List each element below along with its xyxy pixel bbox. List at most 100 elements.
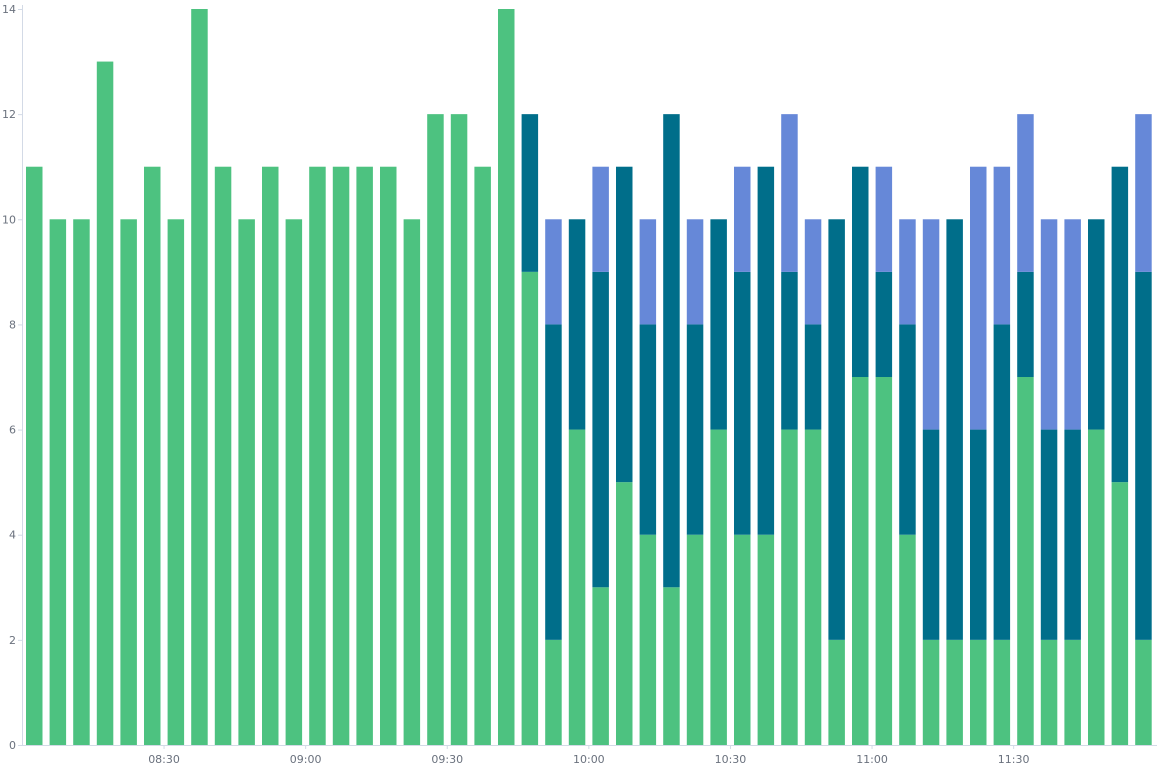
bar-segment-series-1[interactable]: [191, 9, 208, 745]
bar-segment-series-3[interactable]: [686, 219, 704, 325]
bar-segment-series-3[interactable]: [592, 166, 609, 272]
bar-segment-series-2[interactable]: [993, 324, 1011, 640]
bar-segment-series-1[interactable]: [899, 534, 916, 745]
bar-segment-series-2[interactable]: [781, 271, 798, 430]
bar-segment-series-3[interactable]: [1135, 114, 1152, 272]
bar-segment-series-1[interactable]: [450, 114, 468, 745]
bar-segment-series-2[interactable]: [1017, 271, 1034, 377]
bar-segment-series-2[interactable]: [710, 219, 727, 430]
bar-segment-series-2[interactable]: [663, 114, 680, 588]
bar-segment-series-1[interactable]: [993, 639, 1011, 745]
bar-segment-series-1[interactable]: [238, 219, 255, 746]
bar-segment-series-2[interactable]: [970, 429, 987, 640]
bar-segment-series-2[interactable]: [1111, 166, 1129, 483]
bar-segment-series-3[interactable]: [1040, 219, 1058, 430]
bar-segment-series-2[interactable]: [568, 219, 586, 430]
bar-segment-series-1[interactable]: [568, 429, 586, 745]
bar-segment-series-1[interactable]: [309, 166, 326, 745]
bar-segment-series-2[interactable]: [545, 324, 562, 640]
bar-segment-series-1[interactable]: [639, 534, 657, 745]
y-tick-label: 4: [9, 529, 16, 542]
bar-segment-series-3[interactable]: [922, 219, 940, 430]
bar-segment-series-2[interactable]: [804, 324, 822, 430]
bar-segment-series-1[interactable]: [403, 219, 421, 746]
bar-segment-series-1[interactable]: [545, 639, 562, 745]
bar-segment-series-1[interactable]: [1111, 482, 1129, 745]
bar-segment-series-1[interactable]: [616, 482, 633, 745]
bar-segment-series-2[interactable]: [592, 271, 609, 588]
bar-segment-series-3[interactable]: [993, 166, 1011, 325]
bar-segment-series-2[interactable]: [852, 166, 869, 377]
bar-segment-series-1[interactable]: [96, 61, 114, 746]
bar-segment-series-1[interactable]: [757, 534, 775, 745]
bar-segment-series-1[interactable]: [734, 534, 751, 745]
bar-segment-series-1[interactable]: [781, 429, 798, 745]
bar-segment-series-3[interactable]: [970, 166, 987, 430]
bar-segment-series-1[interactable]: [1088, 429, 1105, 745]
bar-segment-series-1[interactable]: [663, 587, 680, 745]
bar-segment-series-2[interactable]: [521, 114, 539, 272]
bar-segment-series-1[interactable]: [1017, 377, 1034, 745]
bar-segment-series-3[interactable]: [639, 219, 657, 325]
bar-segment-series-1[interactable]: [167, 219, 185, 746]
bar-segment-series-2[interactable]: [1135, 271, 1152, 640]
x-axis: 08:30 09:00 09:30 10:00 10:30 11:00 11:30: [22, 745, 1157, 766]
bar-segment-series-1[interactable]: [970, 639, 987, 745]
bar-segment-series-3[interactable]: [734, 166, 751, 272]
bar-segment-series-2[interactable]: [1040, 429, 1058, 640]
bar-segment-series-1[interactable]: [214, 166, 232, 745]
bar-segment-series-3[interactable]: [1017, 114, 1034, 272]
bar-segment-series-2[interactable]: [734, 271, 751, 535]
y-tick-label: 10: [2, 213, 16, 226]
bar-segment-series-1[interactable]: [710, 429, 727, 745]
bar-segment-series-1[interactable]: [356, 166, 373, 745]
bar-segment-series-3[interactable]: [1064, 219, 1081, 430]
bar-segment-series-3[interactable]: [545, 219, 562, 325]
bar-segment-series-3[interactable]: [781, 114, 798, 272]
bar-segment-series-3[interactable]: [804, 219, 822, 325]
bar-segment-series-2[interactable]: [639, 324, 657, 535]
bar-segment-series-1[interactable]: [144, 166, 161, 745]
bar-segment-series-1[interactable]: [686, 534, 704, 745]
bar-segment-series-3[interactable]: [899, 219, 916, 325]
y-tick-label: 2: [9, 634, 16, 647]
bar-segment-series-1[interactable]: [427, 114, 444, 745]
bar-segment-series-1[interactable]: [592, 587, 609, 745]
bar-segment-series-1[interactable]: [946, 639, 963, 745]
bar-segment-series-2[interactable]: [686, 324, 704, 535]
bar-segment-series-1[interactable]: [875, 377, 893, 745]
y-tick-label: 6: [9, 424, 16, 437]
bar-segment-series-2[interactable]: [946, 219, 963, 640]
bar-segment-series-2[interactable]: [922, 429, 940, 640]
bar-segment-series-2[interactable]: [875, 271, 893, 377]
bar-segment-series-1[interactable]: [804, 429, 822, 745]
y-tick-label: 8: [9, 318, 16, 331]
bar-segment-series-1[interactable]: [922, 639, 940, 745]
bar-segment-series-1[interactable]: [332, 166, 350, 745]
bar-segment-series-1[interactable]: [285, 219, 303, 746]
bar-segment-series-1[interactable]: [521, 271, 539, 745]
bar-segment-series-1[interactable]: [49, 219, 67, 746]
bar-segment-series-1[interactable]: [26, 166, 43, 745]
bar-segment-series-1[interactable]: [1040, 639, 1058, 745]
bar-segment-series-1[interactable]: [852, 377, 869, 745]
bar-segment-series-1[interactable]: [828, 639, 845, 745]
bar-segment-series-2[interactable]: [899, 324, 916, 535]
bar-segment-series-1[interactable]: [498, 9, 515, 745]
bar-segment-series-1[interactable]: [1135, 639, 1152, 745]
x-tick-label: 09:30: [431, 753, 463, 766]
bar-segment-series-1[interactable]: [474, 166, 491, 745]
bar-segment-series-1[interactable]: [262, 166, 279, 745]
bar-segment-series-2[interactable]: [1064, 429, 1081, 640]
y-tick-label: 0: [9, 739, 16, 752]
bar-segment-series-1[interactable]: [1064, 639, 1081, 745]
bar-segment-series-2[interactable]: [828, 219, 845, 640]
bar-segment-series-2[interactable]: [616, 166, 633, 483]
bar-segment-series-1[interactable]: [73, 219, 90, 746]
bar-segment-series-1[interactable]: [120, 219, 137, 746]
bar-segment-series-1[interactable]: [380, 166, 397, 745]
bar-segment-series-2[interactable]: [757, 166, 775, 535]
bar-segment-series-3[interactable]: [875, 166, 893, 272]
bar-segment-series-2[interactable]: [1088, 219, 1105, 430]
